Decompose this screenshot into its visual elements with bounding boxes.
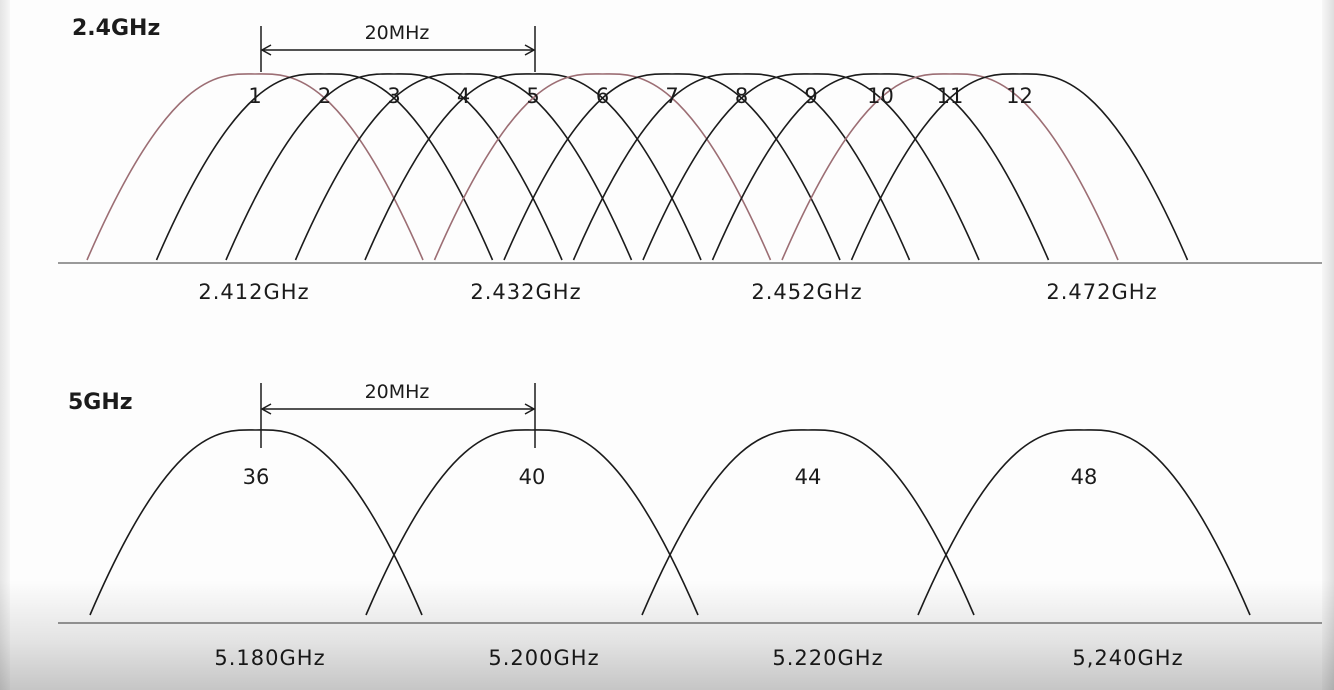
channel-label-40: 40 bbox=[519, 465, 546, 489]
channel-curve-3 bbox=[225, 73, 563, 261]
channel-label-9: 9 bbox=[804, 84, 817, 108]
channel-curves-5ghz bbox=[89, 429, 1251, 616]
freq-label-2432: 2.432GHz bbox=[470, 280, 581, 304]
width-label-5ghz: 20MHz bbox=[365, 381, 430, 403]
channel-label-11: 11 bbox=[937, 84, 964, 108]
freq-label-2472: 2.472GHz bbox=[1046, 280, 1157, 304]
channel-curve-4 bbox=[294, 73, 633, 261]
channel-curve-36 bbox=[89, 429, 423, 616]
width-marker-24ghz: 20MHz bbox=[260, 22, 536, 72]
freq-label-2452: 2.452GHz bbox=[751, 280, 862, 304]
channel-label-48: 48 bbox=[1071, 465, 1098, 489]
freq-label-5240: 5,240GHz bbox=[1072, 646, 1183, 670]
channel-label-36: 36 bbox=[243, 465, 270, 489]
freq-label-5200: 5.200GHz bbox=[488, 646, 599, 670]
channel-curve-44 bbox=[641, 429, 975, 616]
channel-label-10: 10 bbox=[867, 84, 894, 108]
channel-label-4: 4 bbox=[457, 84, 470, 108]
channel-label-6: 6 bbox=[596, 84, 609, 108]
channel-label-2: 2 bbox=[318, 84, 331, 108]
width-marker-right-arrow bbox=[524, 403, 536, 415]
channel-label-44: 44 bbox=[795, 465, 822, 489]
band-5ghz: 5GHz 20MHz 36 40 44 48 5.180GHz 5.200GHz 5.… bbox=[58, 381, 1322, 670]
band-24ghz: 2.4GHz 20MHz 1 2 3 4 5 6 7 8 9 10 11 12 2.412GHz 2.… bbox=[58, 16, 1322, 304]
left-border bbox=[0, 0, 10, 690]
freq-label-2412: 2.412GHz bbox=[198, 280, 309, 304]
channel-curve-8 bbox=[572, 73, 911, 261]
channel-label-12: 12 bbox=[1006, 84, 1033, 108]
channel-curve-40 bbox=[365, 429, 699, 616]
channel-labels-5ghz: 36 40 44 48 bbox=[243, 465, 1098, 489]
channel-curve-11 bbox=[781, 73, 1119, 261]
channel-curve-6 bbox=[433, 73, 772, 261]
channel-label-8: 8 bbox=[735, 84, 748, 108]
right-border bbox=[1322, 0, 1334, 690]
channel-curve-7 bbox=[503, 73, 841, 261]
channel-curve-48 bbox=[917, 429, 1251, 616]
channel-label-3: 3 bbox=[387, 84, 400, 108]
channel-labels-24ghz: 1 2 3 4 5 6 7 8 9 10 11 12 bbox=[248, 84, 1033, 108]
channel-curve-9 bbox=[642, 73, 980, 261]
band-24ghz-title: 2.4GHz bbox=[72, 16, 160, 41]
channel-curve-12 bbox=[850, 73, 1189, 261]
channel-curve-2 bbox=[155, 73, 494, 261]
channel-label-1: 1 bbox=[248, 84, 261, 108]
freq-label-5180: 5.180GHz bbox=[214, 646, 325, 670]
channel-label-7: 7 bbox=[665, 84, 678, 108]
channel-label-5: 5 bbox=[526, 84, 539, 108]
width-marker-right-arrow bbox=[524, 44, 536, 56]
channel-curve-5 bbox=[364, 73, 702, 261]
channel-curve-1 bbox=[86, 73, 424, 261]
width-marker-left-arrow bbox=[260, 403, 272, 415]
band-5ghz-title: 5GHz bbox=[68, 390, 133, 415]
width-marker-left-arrow bbox=[260, 44, 272, 56]
freq-label-5220: 5.220GHz bbox=[772, 646, 883, 670]
channel-curve-10 bbox=[711, 73, 1050, 261]
width-marker-5ghz: 20MHz bbox=[260, 381, 536, 448]
channel-curves-24ghz bbox=[86, 73, 1189, 261]
width-label-24ghz: 20MHz bbox=[365, 22, 430, 44]
